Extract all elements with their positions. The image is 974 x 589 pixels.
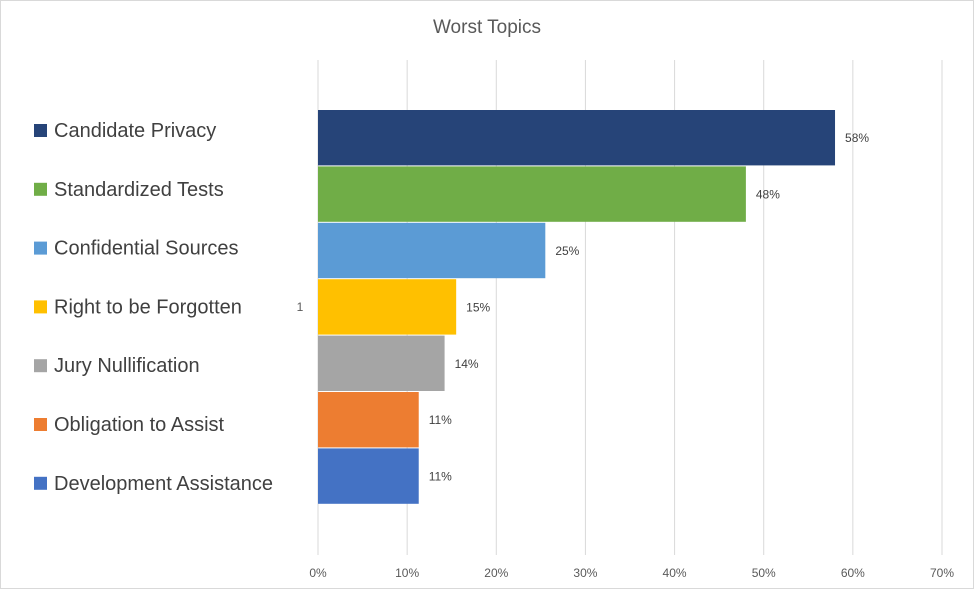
legend-swatch (34, 476, 47, 490)
x-tick-label: 60% (841, 566, 865, 580)
x-axis-ticks: 0% 10% 20% 30% 40% 50% 60% 70% (309, 566, 954, 580)
data-label: 11% (429, 413, 452, 427)
bar (318, 448, 419, 504)
bar (318, 392, 419, 448)
legend-entry: Candidate Privacy (54, 120, 216, 142)
legend-swatch (34, 418, 47, 431)
legend-swatch (34, 124, 47, 137)
bar (318, 166, 746, 222)
data-label: 25% (555, 244, 579, 258)
bar (318, 222, 546, 279)
data-labels: 58% 48% 25% 15% 14% 11% 11% (429, 131, 870, 483)
data-label: 14% (455, 357, 479, 371)
chart-title: Worst Topics (433, 17, 541, 38)
legend-entry: Right to be Forgotten (54, 296, 242, 318)
bars (318, 110, 836, 504)
bar (318, 110, 836, 166)
bar (318, 279, 457, 335)
x-tick-label: 0% (309, 566, 327, 580)
x-tick-label: 20% (484, 566, 508, 580)
legend: Candidate Privacy Standardized Tests Confi… (34, 120, 273, 495)
legend-swatch (34, 182, 47, 196)
legend-swatch (34, 300, 47, 314)
legend-entry: Confidential Sources (54, 238, 239, 260)
data-label: 58% (845, 131, 869, 145)
x-tick-label: 70% (930, 566, 954, 580)
data-label: 15% (466, 300, 490, 314)
legend-entry: Jury Nullification (54, 355, 200, 377)
data-label: 48% (756, 188, 780, 202)
data-label: 11% (429, 470, 452, 484)
legend-entry: Obligation to Assist (54, 414, 225, 436)
category-label: 1 (297, 300, 304, 314)
x-tick-label: 30% (573, 566, 597, 580)
legend-swatch (34, 241, 47, 255)
legend-entry: Development Assistance (54, 473, 273, 495)
x-tick-label: 50% (752, 566, 776, 580)
legend-entry: Standardized Tests (54, 179, 224, 201)
x-tick-label: 40% (663, 566, 687, 580)
legend-swatch (34, 359, 47, 373)
x-tick-label: 10% (395, 566, 419, 580)
bar (318, 335, 445, 391)
